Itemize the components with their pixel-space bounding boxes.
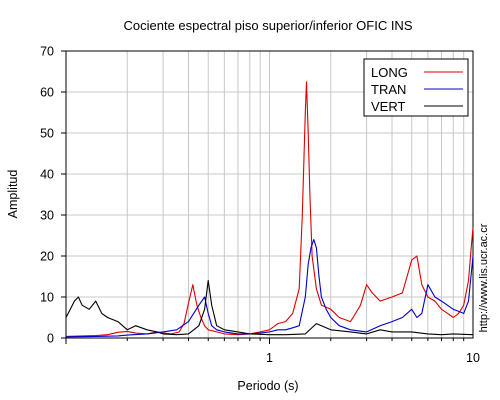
series-line-tran: [65, 239, 474, 338]
y-tick-label: 20: [40, 250, 54, 264]
y-tick-label: 50: [40, 127, 54, 141]
y-tick-label: 10: [40, 291, 54, 305]
plot-frame: [65, 50, 474, 339]
side-note: http://www.lis.ucr.ac.cr: [478, 223, 490, 332]
y-tick-label: 40: [40, 168, 54, 182]
legend-label-vert: VERT: [371, 99, 405, 114]
series-line-vert: [65, 280, 474, 336]
y-tick-label: 0: [47, 332, 54, 346]
y-tick-label: 70: [40, 45, 54, 59]
legend: LONG TRAN VERT: [363, 58, 469, 117]
x-tick-label: 10: [466, 351, 480, 365]
series-group: [65, 81, 474, 338]
series-line-long: [65, 81, 474, 337]
x-axis-label: Periodo (s): [237, 379, 298, 393]
legend-label-tran: TRAN: [371, 82, 406, 97]
y-tick-label: 30: [40, 209, 54, 223]
legend-label-long: LONG: [371, 65, 408, 80]
chart-title: Cociente espectral piso superior/inferio…: [123, 18, 412, 33]
tick-labels: 0 10 20 30 40 50 60 70 1 10: [40, 45, 480, 366]
axes: [61, 50, 474, 344]
y-tick-label: 60: [40, 86, 54, 100]
x-tick-label: 1: [266, 351, 273, 365]
y-axis-label: Amplitud: [6, 170, 20, 219]
